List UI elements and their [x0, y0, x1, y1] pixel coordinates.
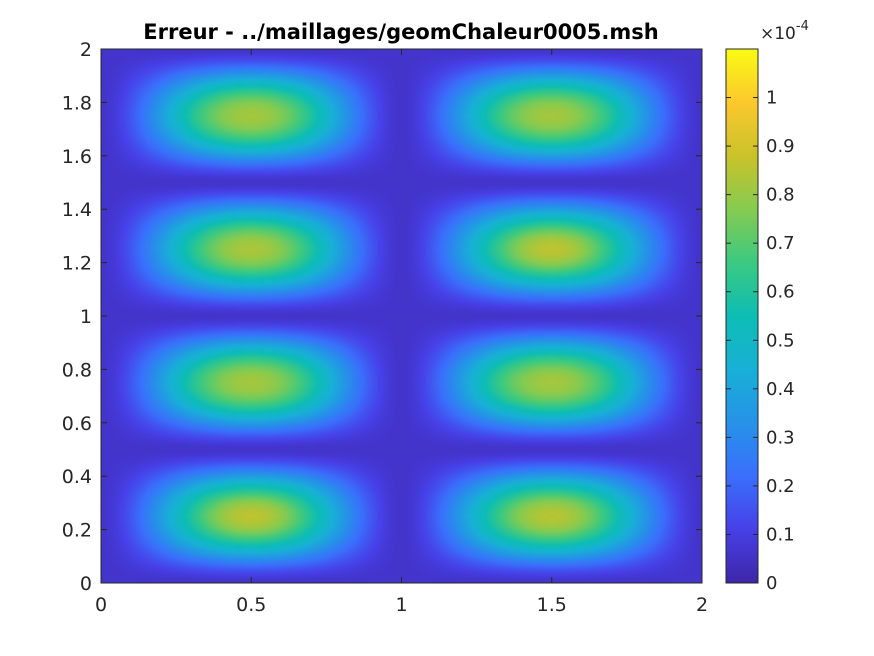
x-axis: 0 0.5 1 1.5 2: [95, 49, 708, 616]
colorbar-tick-label: 0.4: [766, 379, 795, 400]
x-tick-label: 2: [696, 594, 708, 616]
x-tick-label: 0: [95, 594, 107, 616]
colorbar-exponent-label: ×10-4: [760, 19, 809, 44]
colorbar-tick-label: 0.1: [766, 524, 795, 545]
y-tick-label: 2: [80, 39, 92, 61]
y-tick-label: 0: [80, 573, 92, 595]
y-tick-label: 1.6: [62, 146, 92, 168]
colorbar-tick-label: 1: [766, 88, 777, 109]
plot-area: [100, 48, 703, 584]
y-tick-label: 1: [80, 306, 92, 328]
y-tick-label: 0.8: [62, 359, 92, 381]
y-axis: 0 0.2 0.4 0.6 0.8 1 1.2 1.4 1.6 1.8 2: [62, 39, 702, 595]
colorbar-tick-label: 0.8: [766, 185, 795, 206]
colorbar-ticks: 0 0.1 0.2 0.3 0.4 0.5 0.6 0.7 0.8 0.9 1: [726, 88, 795, 594]
x-tick-label: 0.5: [236, 594, 266, 616]
colorbar-tick-label: 0.9: [766, 136, 795, 157]
colorbar-frame: [725, 48, 759, 584]
colorbar-tick-label: 0.7: [766, 233, 795, 254]
y-tick-label: 0.4: [62, 466, 92, 488]
x-tick-label: 1.5: [537, 594, 567, 616]
y-tick-label: 0.6: [62, 413, 92, 435]
colorbar-tick-label: 0.3: [766, 427, 795, 448]
y-tick-label: 1.4: [62, 199, 92, 221]
x-tick-label: 1: [395, 594, 407, 616]
chart-title: Erreur - ../maillages/geomChaleur0005.ms…: [143, 20, 658, 44]
colorbar-tick-label: 0.6: [766, 282, 795, 303]
heatmap-field: [101, 49, 702, 583]
colorbar-tick-label: 0.5: [766, 330, 795, 351]
y-tick-label: 1.8: [62, 92, 92, 114]
y-tick-label: 1.2: [62, 253, 92, 275]
y-tick-label: 0.2: [62, 520, 92, 542]
colorbar-tick-label: 0: [766, 573, 777, 594]
colorbar-tick-label: 0.2: [766, 476, 795, 497]
colorbar: 0 0.1 0.2 0.3 0.4 0.5 0.6 0.7 0.8 0.9 1 ×10-4: [725, 19, 809, 594]
colorbar-gradient: [726, 49, 758, 583]
